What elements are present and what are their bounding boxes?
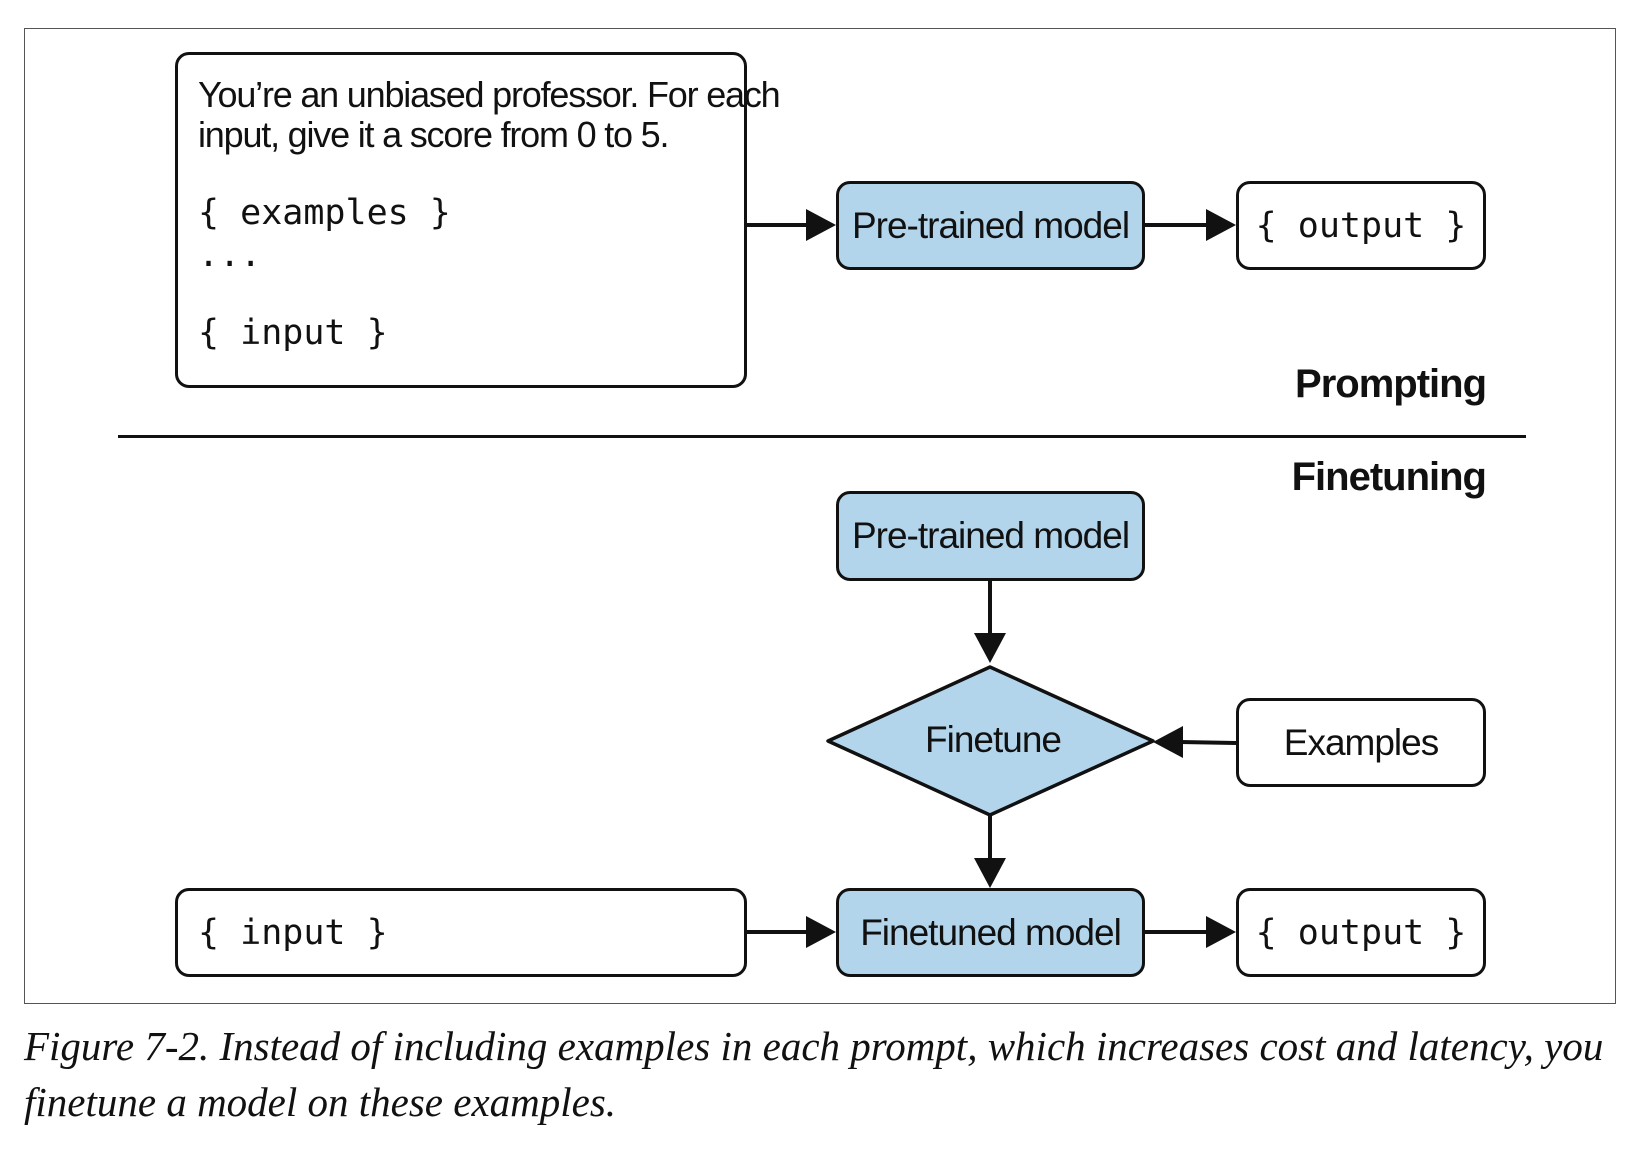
finetuning-pretrained-model-label: Pre-trained model xyxy=(851,515,1130,556)
prompting-pretrained-model-box: Pre-trained model xyxy=(836,181,1145,270)
prompt-examples-placeholder: { examples } xyxy=(198,193,451,233)
finetuning-output-box: { output } xyxy=(1236,888,1486,977)
finetuning-input-box: { input } xyxy=(175,888,747,977)
prompt-template-box: You’re an unbiased professor. For each i… xyxy=(175,52,781,388)
arrow-finetuned-to-output xyxy=(1145,916,1236,948)
prompting-output-box: { output } xyxy=(1236,181,1486,270)
finetune-label: Finetune xyxy=(925,719,1062,760)
arrow-examples-to-finetune xyxy=(1153,726,1237,758)
prompt-instruction-line-2: input, give it a score from 0 to 5. xyxy=(198,114,669,155)
prompt-instruction-line-1: You’re an unbiased professor. For each xyxy=(198,74,781,115)
figure-frame xyxy=(24,28,1616,1004)
section-divider xyxy=(118,435,1526,438)
arrow-prompt-to-model xyxy=(747,209,836,241)
prompting-pretrained-model-label: Pre-trained model xyxy=(851,204,1130,246)
prompting-section-title: Prompting xyxy=(1295,362,1487,406)
figure-caption: Figure 7-2. Instead of including example… xyxy=(24,1023,1604,1125)
finetuning-pretrained-model-box: Pre-trained model xyxy=(836,491,1145,581)
finetuning-output-label: { output } xyxy=(1255,912,1467,953)
arrow-pretrained-to-finetune xyxy=(974,581,1006,663)
arrow-model-to-output xyxy=(1145,209,1236,241)
examples-label: Examples xyxy=(1283,721,1439,763)
finetuned-model-label: Finetuned model xyxy=(860,911,1122,953)
prompt-input-placeholder: { input } xyxy=(198,313,388,353)
arrow-input-to-finetuned xyxy=(747,916,836,948)
finetuning-input-label: { input } xyxy=(198,912,388,953)
prompting-output-label: { output } xyxy=(1255,205,1467,246)
prompt-ellipsis: ... xyxy=(198,235,262,275)
finetuned-model-box: Finetuned model xyxy=(836,888,1145,977)
arrow-finetune-to-finetuned xyxy=(974,815,1006,888)
finetuning-section-title: Finetuning xyxy=(1291,455,1487,499)
examples-box: Examples xyxy=(1236,698,1486,787)
finetune-step: Finetune xyxy=(828,702,1158,778)
